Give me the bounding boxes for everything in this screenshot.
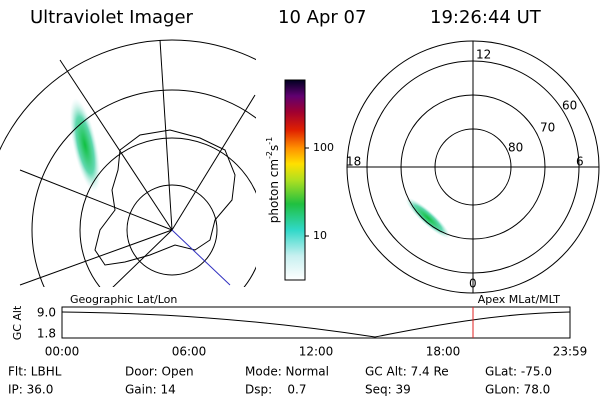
lat-label: 60 (562, 99, 577, 113)
info-field: IP: 36.0 (8, 383, 53, 397)
y-label: GC Alt (11, 305, 24, 340)
lat-label: 70 (540, 121, 555, 135)
colorbar (284, 79, 306, 281)
x-tick-label: 23:59 (553, 345, 588, 359)
exponent: -2 (265, 151, 274, 159)
mlt-label: 18 (346, 155, 361, 169)
lat-label: 80 (508, 141, 523, 155)
x-tick-label: 18:00 (426, 345, 461, 359)
info-field: GLat: -75.0 (485, 365, 552, 379)
polar-map (346, 40, 600, 294)
colorbar-tick: 100 (313, 141, 334, 154)
instrument: Ultraviolet Imager (30, 7, 194, 28)
x-tick-label: 00:00 (45, 345, 80, 359)
info-field: Flt: LBHL (8, 365, 62, 379)
info-field: Door: Open (125, 365, 194, 379)
altitude-curve (61, 311, 571, 338)
mlt-label: 6 (576, 155, 584, 169)
info-field: Gain: 14 (125, 383, 176, 397)
unit: photon cm (267, 159, 281, 223)
panel-label: Apex MLat/MLT (478, 293, 561, 306)
info-field: GC Alt: 7.4 Re (365, 365, 449, 379)
unit: s (267, 145, 281, 151)
x-tick-label: 12:00 (299, 345, 334, 359)
exponent: -1 (265, 137, 274, 145)
x-ticks: 00:00 06:00 12:00 18:00 23:59 (45, 345, 588, 359)
colorbar-unit: photon cm-2s-1 (265, 137, 281, 224)
y-tick-label: 1.8 (37, 327, 56, 341)
panel-label: Geographic Lat/Lon (70, 293, 177, 306)
info-field: Mode: Normal (245, 365, 329, 379)
mlt-label: 0 (469, 277, 477, 291)
date: 10 Apr 07 (278, 7, 366, 28)
info-field: GLon: 78.0 (485, 383, 550, 397)
geographic-map (0, 39, 256, 287)
info-field: Dsp: 0.7 (245, 383, 307, 397)
altitude-plot (61, 306, 571, 339)
info-table: Flt: LBHL Door: Open Mode: Normal GC Alt: 7… (8, 365, 552, 397)
y-tick-label: 9.0 (37, 306, 56, 320)
mlt-label: 12 (476, 48, 491, 62)
colorbar-tick: 10 (313, 229, 327, 242)
info-field: Seq: 39 (365, 383, 411, 397)
time: 19:26:44 UT (430, 7, 542, 28)
x-tick-label: 06:00 (172, 345, 207, 359)
